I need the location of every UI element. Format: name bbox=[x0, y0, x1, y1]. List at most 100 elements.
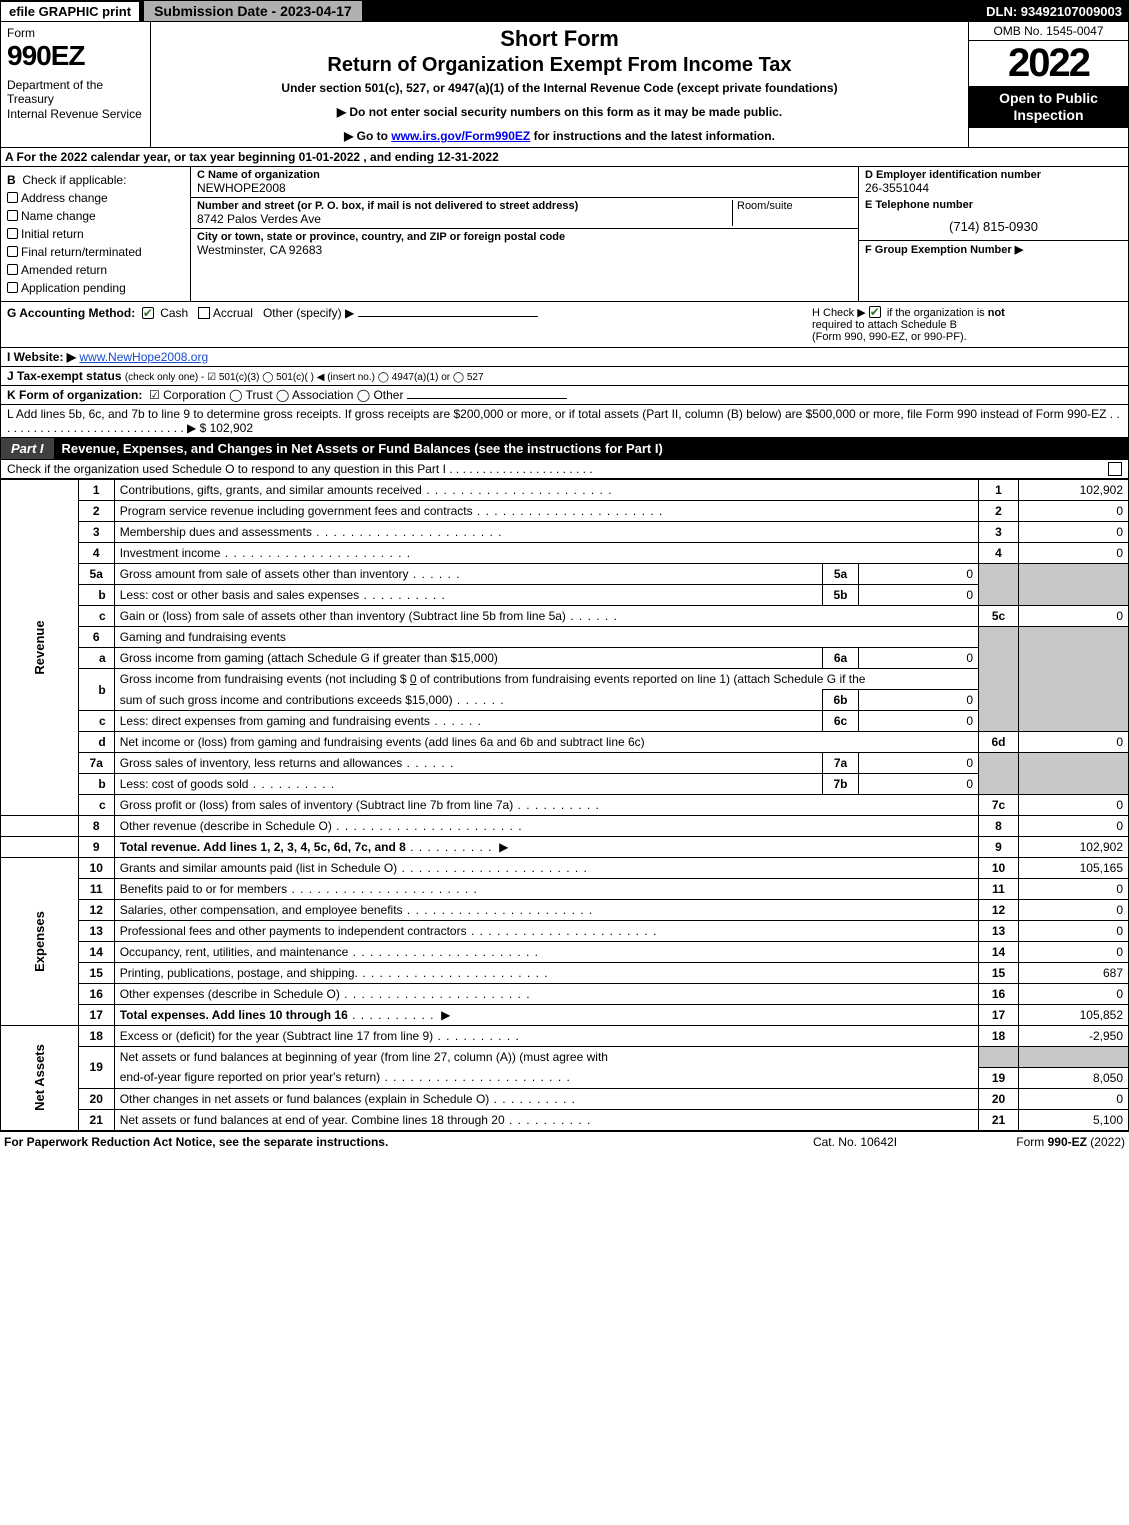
line-10: Expenses10Grants and similar amounts pai… bbox=[1, 858, 1129, 879]
d-ein-value: 26-3551044 bbox=[865, 181, 1122, 195]
note-goto: ▶ Go to www.irs.gov/Form990EZ for instru… bbox=[157, 129, 962, 143]
l21-v: 5,100 bbox=[1019, 1109, 1129, 1130]
l20-box: 20 bbox=[979, 1088, 1019, 1109]
part1-header: Part I Revenue, Expenses, and Changes in… bbox=[0, 438, 1129, 460]
l5a-d: Gross amount from sale of assets other t… bbox=[114, 564, 822, 585]
line-11: 11Benefits paid to or for members110 bbox=[1, 879, 1129, 900]
checkbox-final-return[interactable] bbox=[7, 246, 18, 257]
checkbox-initial-return[interactable] bbox=[7, 228, 18, 239]
l15-n: 15 bbox=[78, 963, 114, 984]
d-ein-label: D Employer identification number bbox=[865, 169, 1122, 181]
efile-label[interactable]: efile GRAPHIC print bbox=[1, 2, 139, 21]
l20-v: 0 bbox=[1019, 1088, 1129, 1109]
l7-grey bbox=[979, 753, 1019, 795]
l14-n: 14 bbox=[78, 942, 114, 963]
l4-d: Investment income bbox=[114, 543, 978, 564]
l18-v: -2,950 bbox=[1019, 1026, 1129, 1047]
l15-v: 687 bbox=[1019, 963, 1129, 984]
subtitle: Under section 501(c), 527, or 4947(a)(1)… bbox=[157, 81, 962, 95]
l17-n: 17 bbox=[78, 1005, 114, 1026]
l13-box: 13 bbox=[979, 921, 1019, 942]
l3-n: 3 bbox=[78, 522, 114, 543]
l14-v: 0 bbox=[1019, 942, 1129, 963]
l6b-amt: 0 bbox=[410, 672, 417, 686]
line-6b-2: sum of such gross income and contributio… bbox=[1, 690, 1129, 711]
revenue-label: Revenue bbox=[1, 480, 79, 816]
opt-amended-return: Amended return bbox=[21, 263, 107, 277]
checkbox-application-pending[interactable] bbox=[7, 282, 18, 293]
line-13: 13Professional fees and other payments t… bbox=[1, 921, 1129, 942]
note-goto-prefix: ▶ Go to bbox=[344, 129, 391, 143]
checkbox-not-required[interactable] bbox=[869, 306, 881, 318]
g-accrual: Accrual bbox=[213, 306, 253, 320]
l5b-n: b bbox=[78, 585, 114, 606]
line-6: 6Gaming and fundraising events bbox=[1, 627, 1129, 648]
g-other-blank[interactable] bbox=[358, 316, 538, 317]
title-short-form: Short Form bbox=[157, 26, 962, 52]
line-1: Revenue 1 Contributions, gifts, grants, … bbox=[1, 480, 1129, 501]
line-7c: cGross profit or (loss) from sales of in… bbox=[1, 795, 1129, 816]
c-room-label: Room/suite bbox=[732, 200, 852, 226]
l5c-n: c bbox=[78, 606, 114, 627]
g-accounting: G Accounting Method: Cash Accrual Other … bbox=[7, 306, 812, 343]
h-schedule-b: H Check ▶ if the organization is not req… bbox=[812, 306, 1122, 343]
form-label: Form bbox=[7, 26, 144, 40]
l9-v: 102,902 bbox=[1019, 837, 1129, 858]
c-street-label: Number and street (or P. O. box, if mail… bbox=[197, 200, 732, 212]
website-link[interactable]: www.NewHope2008.org bbox=[79, 350, 208, 364]
l18-box: 18 bbox=[979, 1026, 1019, 1047]
l19-box: 19 bbox=[979, 1067, 1019, 1088]
c-street-value: 8742 Palos Verdes Ave bbox=[197, 212, 732, 226]
checkbox-name-change[interactable] bbox=[7, 210, 18, 221]
l6d-n: d bbox=[78, 732, 114, 753]
l8-v: 0 bbox=[1019, 816, 1129, 837]
form-header: Form 990EZ Department of the Treasury In… bbox=[0, 22, 1129, 148]
l7b-m: 7b bbox=[823, 774, 859, 795]
l15-box: 15 bbox=[979, 963, 1019, 984]
l7a-n: 7a bbox=[78, 753, 114, 774]
l-text: L Add lines 5b, 6c, and 7b to line 9 to … bbox=[7, 407, 1120, 435]
checkbox-cash[interactable] bbox=[142, 307, 154, 319]
checkbox-address-change[interactable] bbox=[7, 192, 18, 203]
l16-n: 16 bbox=[78, 984, 114, 1005]
line-6d: dNet income or (loss) from gaming and fu… bbox=[1, 732, 1129, 753]
part1-check-box[interactable] bbox=[1108, 462, 1122, 476]
l7a-mv: 0 bbox=[859, 753, 979, 774]
l7c-n: c bbox=[78, 795, 114, 816]
l3-v: 0 bbox=[1019, 522, 1129, 543]
note-goto-suffix: for instructions and the latest informat… bbox=[530, 129, 775, 143]
title-return: Return of Organization Exempt From Incom… bbox=[157, 54, 962, 77]
l9-box: 9 bbox=[979, 837, 1019, 858]
l7a-d: Gross sales of inventory, less returns a… bbox=[114, 753, 822, 774]
l12-v: 0 bbox=[1019, 900, 1129, 921]
l6a-d: Gross income from gaming (attach Schedul… bbox=[114, 648, 822, 669]
c-name-value: NEWHOPE2008 bbox=[197, 181, 852, 195]
l13-d: Professional fees and other payments to … bbox=[114, 921, 978, 942]
checkbox-amended-return[interactable] bbox=[7, 264, 18, 275]
l16-box: 16 bbox=[979, 984, 1019, 1005]
line-21: 21Net assets or fund balances at end of … bbox=[1, 1109, 1129, 1130]
l13-n: 13 bbox=[78, 921, 114, 942]
k-other-blank[interactable] bbox=[407, 398, 567, 399]
irs-link[interactable]: www.irs.gov/Form990EZ bbox=[391, 129, 530, 143]
l15-d: Printing, publications, postage, and shi… bbox=[114, 963, 978, 984]
b-check-label: Check if applicable: bbox=[22, 173, 126, 187]
checkbox-accrual[interactable] bbox=[198, 307, 210, 319]
block-j: J Tax-exempt status (check only one) - ☑… bbox=[0, 367, 1129, 386]
dln: DLN: 93492107009003 bbox=[986, 4, 1128, 19]
l17-d: Total expenses. Add lines 10 through 16 … bbox=[114, 1005, 978, 1026]
opt-application-pending: Application pending bbox=[21, 281, 126, 295]
l13-v: 0 bbox=[1019, 921, 1129, 942]
header-left: Form 990EZ Department of the Treasury In… bbox=[1, 22, 151, 147]
lines-table: Revenue 1 Contributions, gifts, grants, … bbox=[0, 479, 1129, 1131]
l6b-mv: 0 bbox=[859, 690, 979, 711]
part1-check-row: Check if the organization used Schedule … bbox=[0, 460, 1129, 479]
l5c-d: Gain or (loss) from sale of assets other… bbox=[114, 606, 978, 627]
l5a-mv: 0 bbox=[859, 564, 979, 585]
l20-d: Other changes in net assets or fund bala… bbox=[114, 1088, 978, 1109]
g-cash: Cash bbox=[160, 306, 188, 320]
line-20: 20Other changes in net assets or fund ba… bbox=[1, 1088, 1129, 1109]
l21-box: 21 bbox=[979, 1109, 1019, 1130]
f-group-label: F Group Exemption Number ▶ bbox=[865, 243, 1122, 256]
j-tail: (check only one) - ☑ 501(c)(3) ◯ 501(c)(… bbox=[125, 372, 484, 383]
